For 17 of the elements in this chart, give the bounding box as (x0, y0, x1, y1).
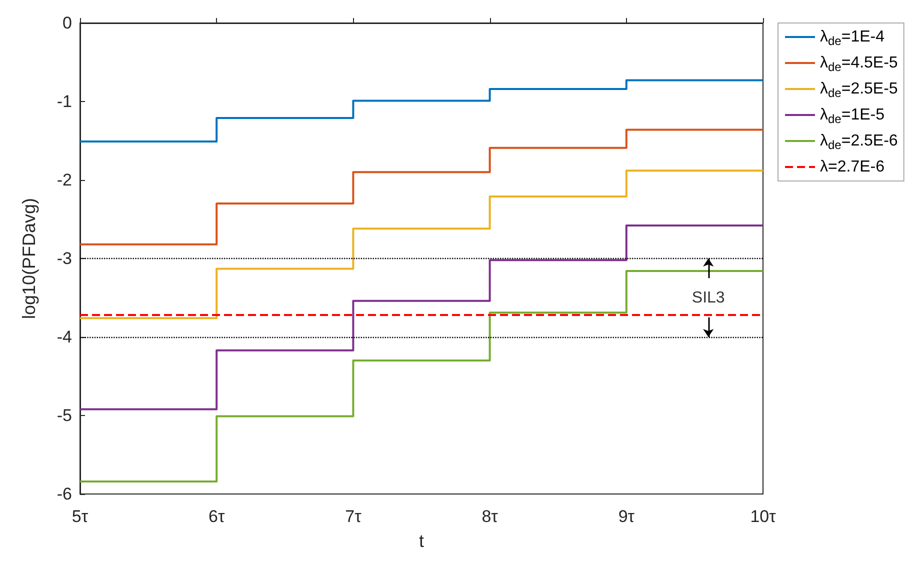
y-tick-label: -2 (56, 170, 72, 190)
y-tick-label: -1 (56, 92, 72, 111)
x-tick-label: 10τ (750, 507, 776, 526)
x-tick-label: 6τ (208, 507, 225, 526)
x-axis-title: t (418, 531, 424, 551)
y-tick-label: -4 (56, 328, 72, 346)
y-tick-label: -6 (56, 484, 72, 504)
y-axis-title: log10(PFDavg) (19, 198, 39, 320)
y-tick-label: 0 (62, 14, 72, 32)
y-tick-label: -3 (56, 249, 72, 268)
y-tick-label: -5 (56, 406, 72, 425)
x-tick-label: 9τ (618, 507, 635, 526)
legend-label: λ=2.7E-6 (820, 158, 885, 176)
x-tick-label: 5τ (72, 507, 88, 526)
x-tick-label: 7τ (345, 507, 362, 526)
annotation: SIL3 (692, 289, 725, 306)
x-tick-label: 8τ (482, 507, 498, 526)
